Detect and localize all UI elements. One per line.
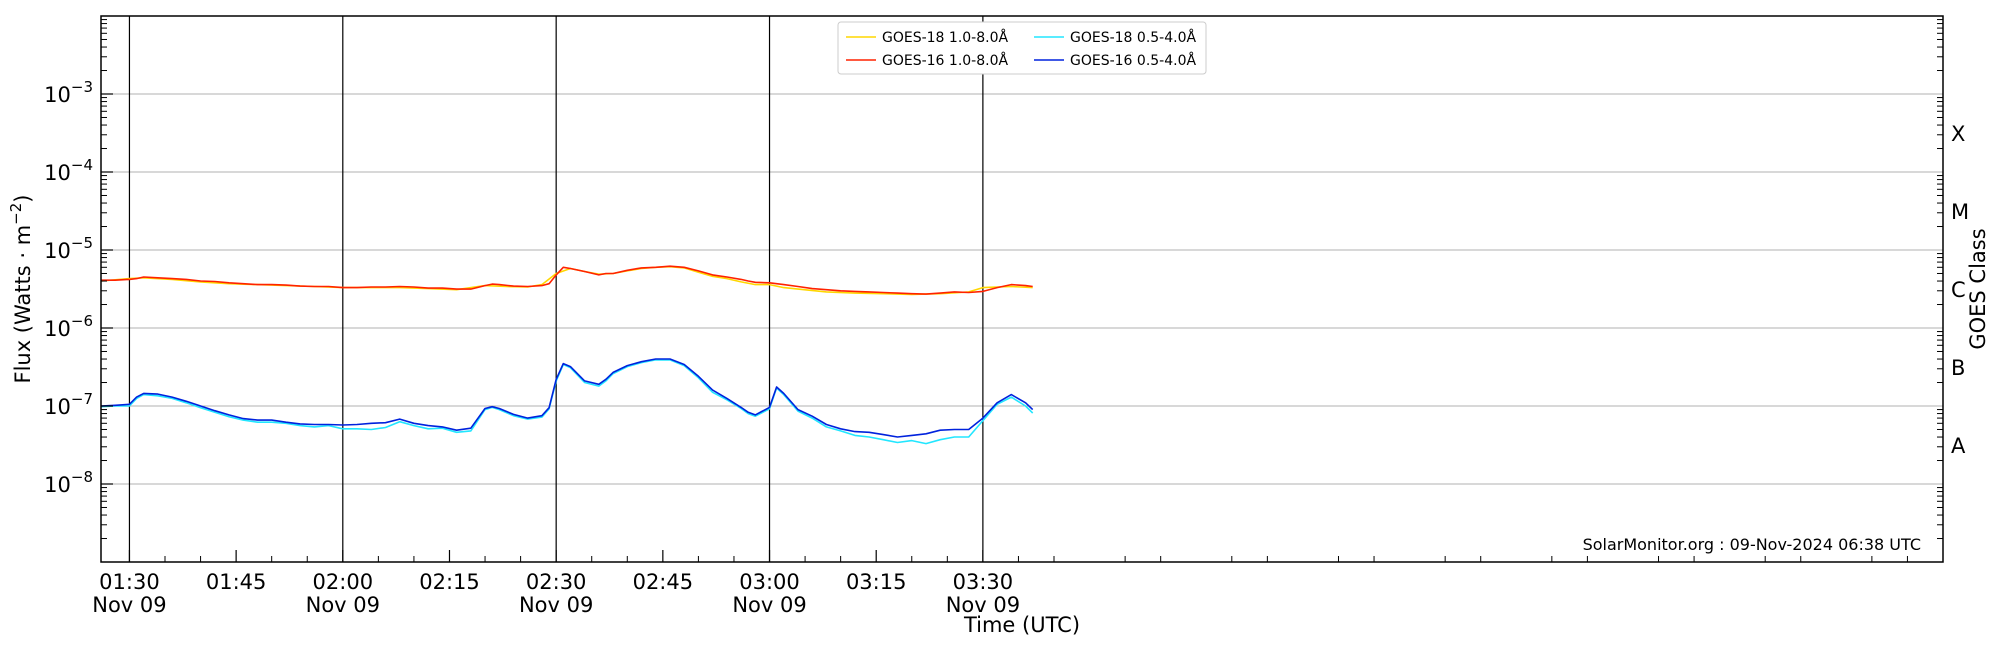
x-tick-label: 02:45 [633, 570, 694, 594]
x-tick-label: 01:30 [99, 570, 160, 594]
y-tick-label: 10−3 [44, 78, 93, 107]
credit-text: SolarMonitor.org : 09-Nov-2024 06:38 UTC [1583, 535, 1921, 554]
y-tick-label: 10−8 [44, 468, 93, 497]
y-tick-label: 10−5 [44, 234, 93, 263]
goes-class-label: X [1951, 122, 1965, 146]
goes-class-label: C [1951, 278, 1966, 302]
legend-box [837, 21, 1207, 75]
y-axis-title: Flux (Watts · m−2) [7, 194, 35, 383]
y-tick-label: 10−7 [44, 390, 93, 419]
grid-layer [101, 16, 1943, 562]
series-line-3 [100, 359, 1034, 445]
x-tick-date-label: Nov 09 [519, 593, 593, 617]
y-tick-label: 10−4 [44, 156, 93, 185]
x-tick-date-label: Nov 09 [306, 593, 380, 617]
x-tick-label: 03:30 [953, 570, 1014, 594]
x-tick-date-label: Nov 09 [92, 593, 166, 617]
series-line-4 [100, 358, 1034, 438]
goes-class-axis-title: GOES Class [1966, 228, 1990, 349]
legend-label-4: GOES-16 0.5-4.0Å [1070, 52, 1196, 69]
legend-label-3: GOES-18 0.5-4.0Å [1070, 29, 1196, 46]
x-tick-label: 02:00 [313, 570, 374, 594]
legend-label-1: GOES-18 1.0-8.0Å [882, 29, 1008, 46]
goes-class-label: A [1951, 434, 1966, 458]
x-tick-date-label: Nov 09 [732, 593, 806, 617]
y-tick-label: 10−6 [44, 312, 93, 341]
x-tick-label: 01:45 [206, 570, 267, 594]
goes-class-label: M [1951, 200, 1969, 224]
x-tick-label: 03:00 [739, 570, 800, 594]
legend: GOES-18 1.0-8.0Å GOES-16 1.0-8.0Å GOES-18 … [837, 21, 1207, 75]
legend-label-2: GOES-16 1.0-8.0Å [882, 52, 1008, 69]
x-tick-date-label: Nov 09 [946, 593, 1020, 617]
tick-layer [101, 19, 1943, 562]
goes-class-label: B [1951, 356, 1965, 380]
series-layer [100, 265, 1034, 445]
x-tick-label: 02:30 [526, 570, 587, 594]
x-tick-label: 02:15 [419, 570, 480, 594]
series-line-2 [101, 265, 1033, 295]
plot-frame [100, 15, 1944, 563]
x-tick-label: 03:15 [846, 570, 907, 594]
x-axis-title: Time (UTC) [963, 613, 1080, 637]
